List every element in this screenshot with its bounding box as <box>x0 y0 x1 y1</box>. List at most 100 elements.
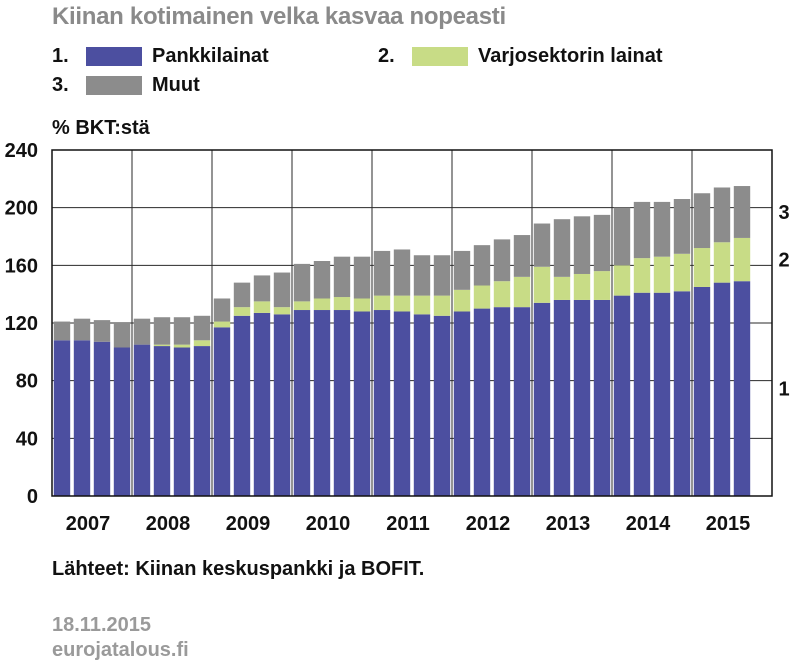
bar-segment-shadow-loans <box>353 298 371 312</box>
bar-segment-other <box>493 239 511 282</box>
bar-segment-shadow-loans <box>153 344 171 347</box>
series-end-label: 1 <box>778 379 789 401</box>
plot-frame <box>51 149 773 497</box>
bar-segment-other <box>153 317 171 345</box>
source-note: Lähteet: Kiinan keskuspankki ja BOFIT. <box>52 558 425 580</box>
bar-segment-shadow-loans <box>653 256 671 293</box>
legend-label: Varjosektorin lainat <box>478 45 663 67</box>
bar-segment-other <box>613 207 631 266</box>
bar-segment-shadow-loans <box>713 242 731 283</box>
bar-segment-bank-loans <box>393 311 411 496</box>
legend-item-other: 3. Muut <box>52 74 200 97</box>
bar-segment-shadow-loans <box>233 307 251 316</box>
y-tick-label: 160 <box>5 255 38 277</box>
chart-title: Kiinan kotimainen velka kasvaa nopeasti <box>52 3 506 30</box>
bar-segment-bank-loans <box>733 281 751 496</box>
bar-segment-other <box>313 261 331 299</box>
bar-segment-other <box>673 199 691 254</box>
bar-segment-other <box>293 263 311 302</box>
bar-segment-bank-loans <box>573 299 591 496</box>
bar-segment-shadow-loans <box>513 276 531 308</box>
bar-segment-shadow-loans <box>193 340 211 347</box>
bar-segment-bank-loans <box>313 310 331 496</box>
x-tick-label: 2013 <box>546 513 591 535</box>
bar-segment-shadow-loans <box>633 258 651 293</box>
x-tick-label: 2014 <box>626 513 671 535</box>
y-tick-label: 80 <box>16 371 38 393</box>
bar-segment-shadow-loans <box>333 297 351 311</box>
bar-segment-other <box>173 317 191 345</box>
bar-segment-other <box>253 275 271 302</box>
bar-segment-other <box>393 249 411 296</box>
legend-item-shadow-loans: 2. Varjosektorin lainat <box>378 45 663 68</box>
y-tick-label: 200 <box>5 198 38 220</box>
bar-segment-bank-loans <box>373 310 391 496</box>
bar-segment-other <box>513 235 531 277</box>
bar-segment-other <box>353 256 371 299</box>
bar-segment-bank-loans <box>713 282 731 496</box>
bar-segment-other <box>413 255 431 296</box>
bar-segment-bank-loans <box>473 308 491 496</box>
legend-number: 3. <box>52 74 69 96</box>
bar-segment-bank-loans <box>653 292 671 496</box>
bar-segment-bank-loans <box>233 315 251 496</box>
legend-item-bank-loans: 1. Pankkilainat <box>52 45 269 68</box>
bar-segment-bank-loans <box>593 299 611 496</box>
bar-segment-other <box>453 250 471 290</box>
series-end-label: 2 <box>778 250 789 272</box>
bar-segment-other <box>593 214 611 272</box>
bar-segment-bank-loans <box>93 341 111 496</box>
y-tick-label: 0 <box>27 486 38 508</box>
bar-segment-shadow-loans <box>313 298 331 311</box>
bar-segment-bank-loans <box>513 307 531 496</box>
bar-segment-bank-loans <box>153 346 171 496</box>
x-tick-label: 2011 <box>386 513 429 535</box>
legend-number: 2. <box>378 45 395 67</box>
bar-segment-other <box>573 216 591 274</box>
bar-segment-other <box>133 318 151 345</box>
bar-segment-bank-loans <box>433 315 451 496</box>
bar-segment-shadow-loans <box>253 301 271 313</box>
bar-segment-other <box>713 187 731 243</box>
bar-segment-bank-loans <box>293 310 311 496</box>
bar-segment-other <box>93 320 111 342</box>
bar-segment-shadow-loans <box>413 295 431 315</box>
x-tick-label: 2012 <box>466 513 511 535</box>
bar-segment-shadow-loans <box>213 321 231 328</box>
bar-segment-other <box>693 193 711 249</box>
y-tick-label: 40 <box>16 428 38 450</box>
bar-segment-other <box>553 219 571 277</box>
bar-segment-shadow-loans <box>453 289 471 312</box>
bar-segment-shadow-loans <box>273 307 291 315</box>
x-tick-label: 2015 <box>706 513 751 535</box>
legend-label: Muut <box>152 74 200 96</box>
bar-segment-other <box>53 321 71 341</box>
series-end-label: 3 <box>778 202 789 224</box>
bar-segment-other <box>233 282 251 308</box>
bar-segment-bank-loans <box>413 314 431 496</box>
bar-segment-other <box>533 223 551 267</box>
bar-segment-shadow-loans <box>573 273 591 300</box>
bar-segment-bank-loans <box>73 340 91 496</box>
y-tick-label: 240 <box>5 140 38 162</box>
bar-segment-other <box>73 318 91 341</box>
site-name: eurojatalous.fi <box>52 639 189 661</box>
bar-segment-shadow-loans <box>613 265 631 296</box>
publish-date: 18.11.2015 <box>52 614 151 636</box>
bar-segment-shadow-loans <box>393 295 411 312</box>
bar-segment-bank-loans <box>673 291 691 496</box>
x-tick-label: 2007 <box>66 513 111 535</box>
bar-segment-shadow-loans <box>593 271 611 300</box>
bar-segment-bank-loans <box>273 314 291 496</box>
bar-segment-bank-loans <box>173 347 191 496</box>
bar-segment-bank-loans <box>113 347 131 496</box>
bar-segment-shadow-loans <box>293 301 311 311</box>
y-tick-label: 120 <box>5 313 38 335</box>
legend-swatch-other <box>86 76 142 95</box>
bar-segment-bank-loans <box>533 302 551 496</box>
bar-segment-shadow-loans <box>493 281 511 308</box>
bar-segment-other <box>333 256 351 298</box>
bar-segment-shadow-loans <box>433 295 451 316</box>
bar-segment-bank-loans <box>613 295 631 496</box>
bar-segment-bank-loans <box>333 310 351 496</box>
